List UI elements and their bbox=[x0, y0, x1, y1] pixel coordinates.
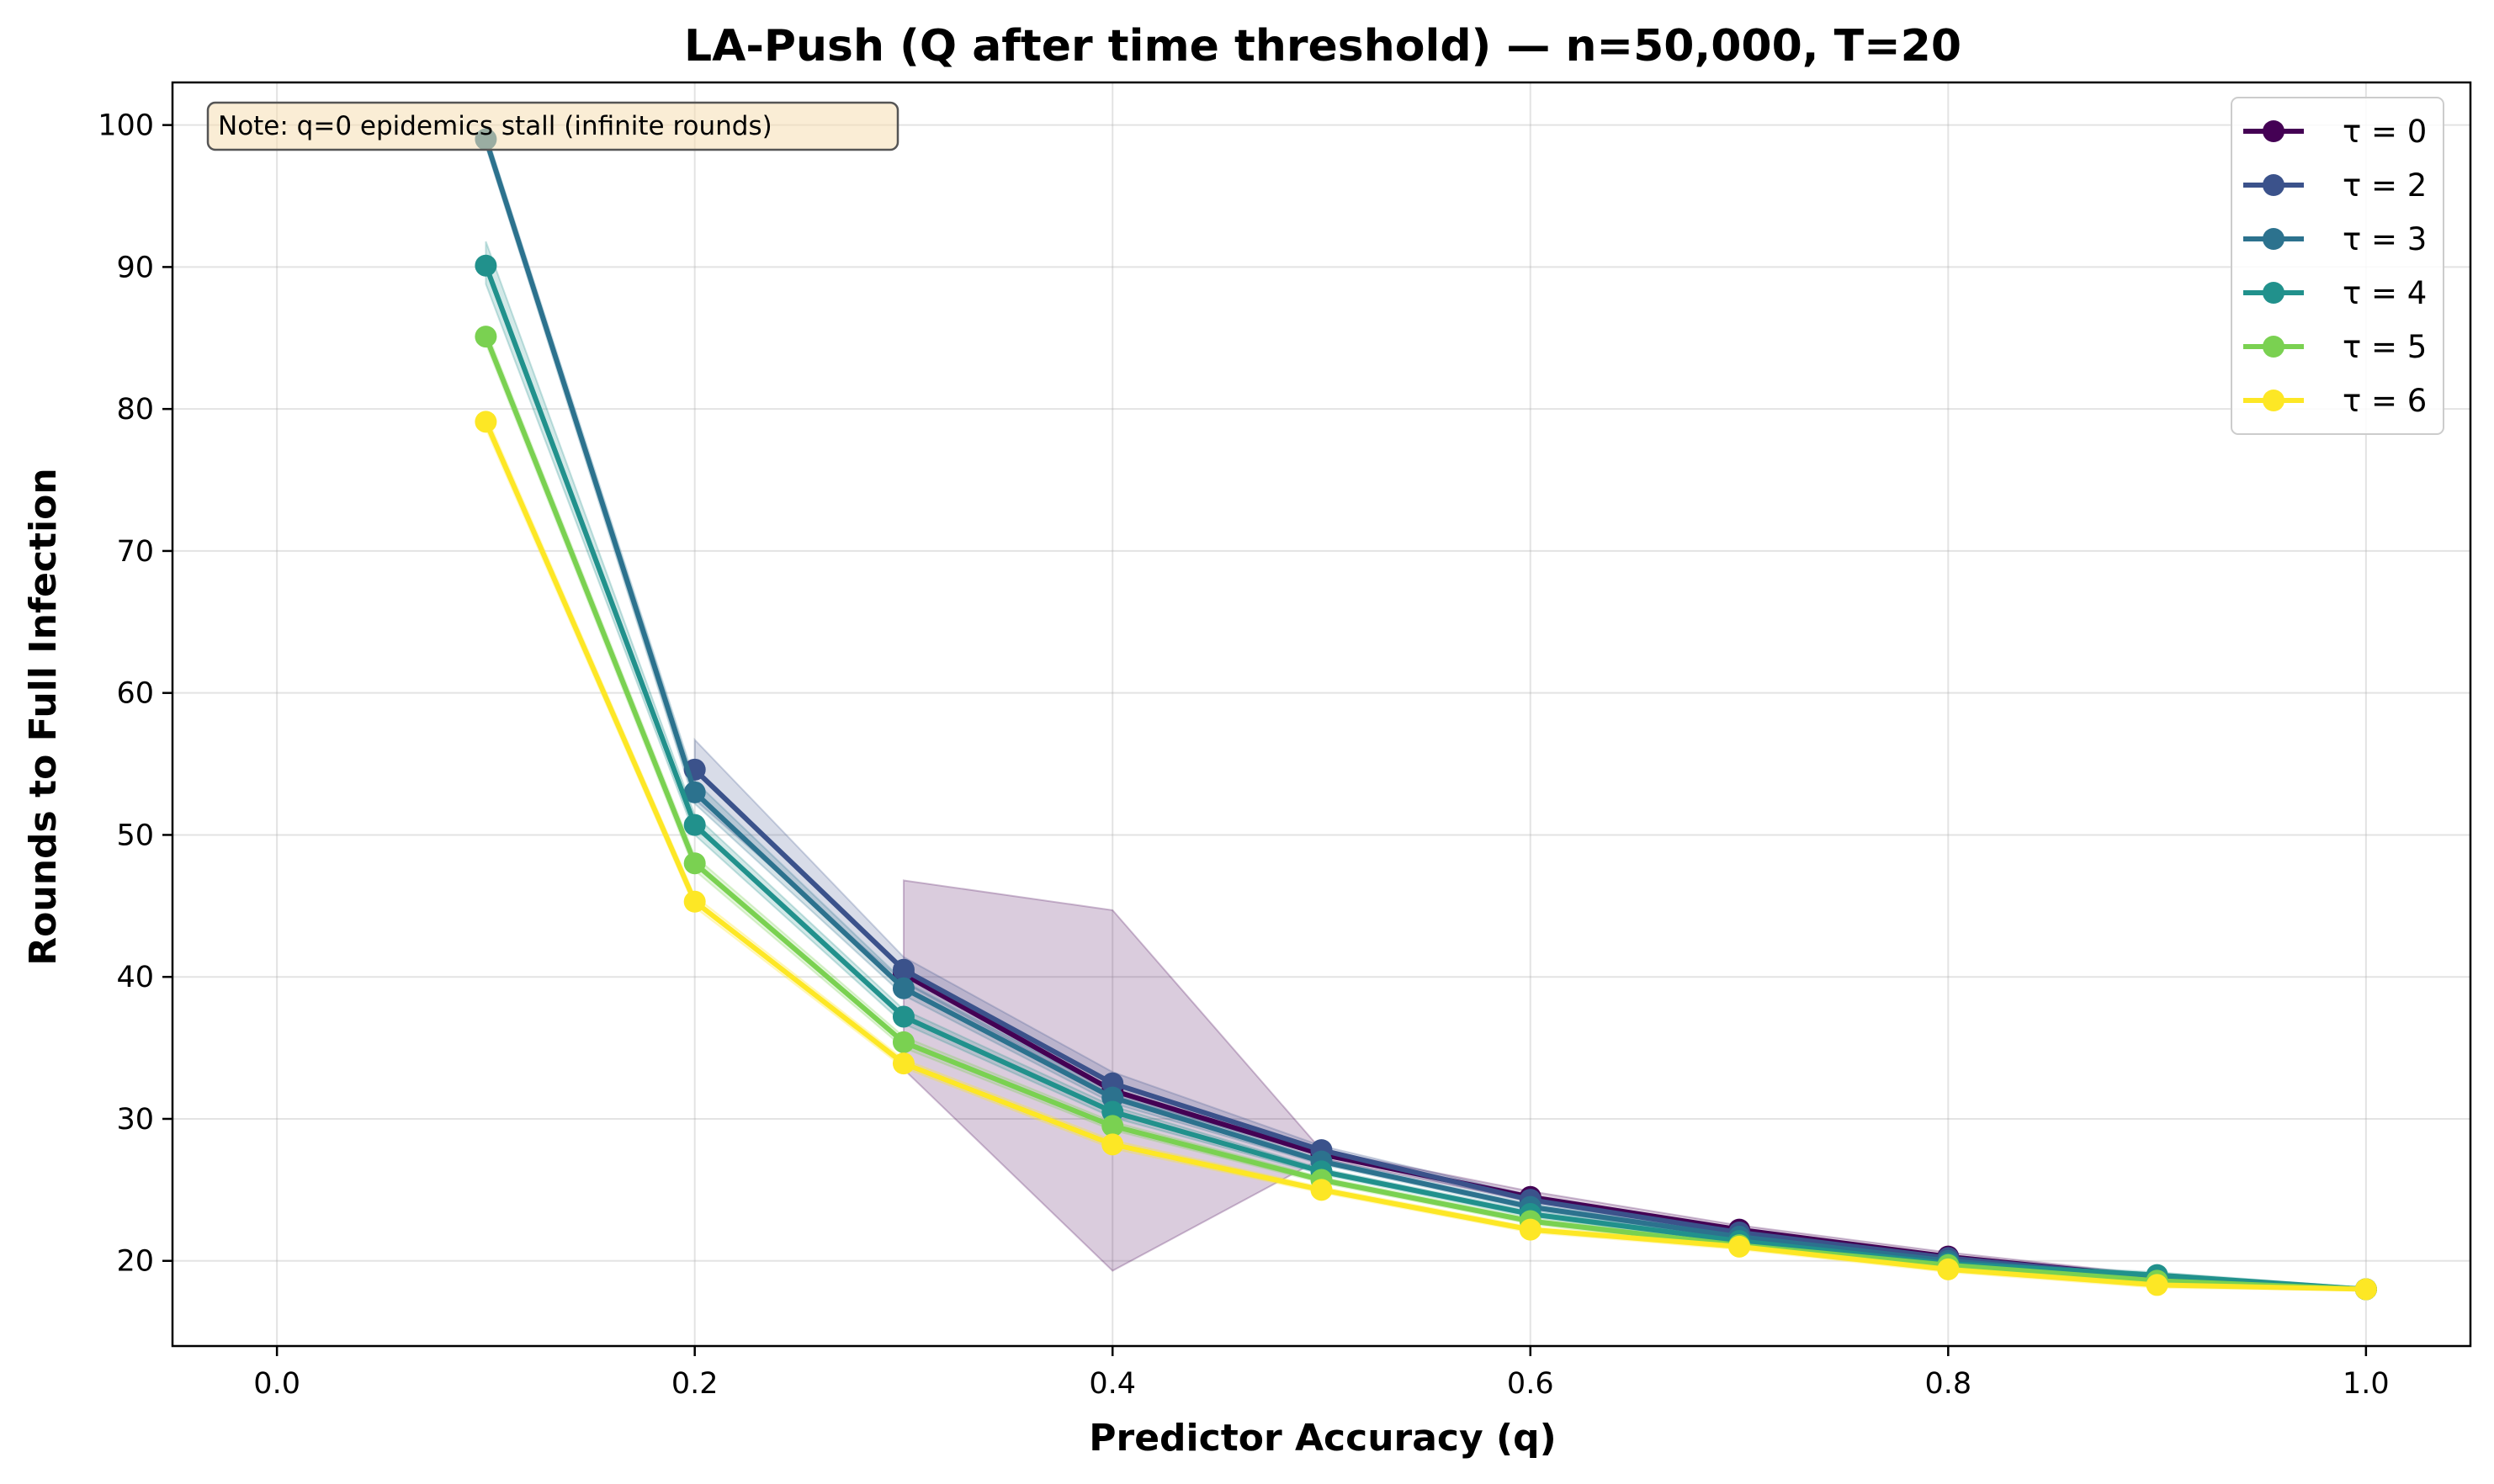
legend-label: τ = 0 bbox=[2343, 114, 2427, 150]
data-point bbox=[892, 1005, 915, 1028]
data-point bbox=[892, 977, 915, 999]
y-tick-label: 80 bbox=[116, 393, 154, 427]
y-tick-label: 100 bbox=[98, 109, 154, 143]
y-tick-label: 30 bbox=[116, 1103, 154, 1137]
y-tick-label: 70 bbox=[116, 535, 154, 569]
y-tick-label: 90 bbox=[116, 251, 154, 284]
plot-frame bbox=[171, 81, 2472, 1348]
x-tick-label: 1.0 bbox=[2343, 1367, 2390, 1401]
series-line bbox=[483, 264, 2367, 1292]
legend-item: τ = 4 bbox=[2243, 275, 2427, 311]
data-point bbox=[475, 254, 497, 277]
legend-swatch-marker bbox=[2263, 228, 2284, 250]
data-point bbox=[475, 326, 497, 348]
data-point bbox=[1937, 1258, 1960, 1280]
legend-swatch-marker bbox=[2263, 282, 2284, 304]
data-point bbox=[2354, 1278, 2377, 1301]
legend-swatch-marker bbox=[2263, 120, 2284, 142]
legend-item: τ = 5 bbox=[2243, 329, 2427, 365]
legend-label: τ = 4 bbox=[2343, 275, 2427, 311]
data-point bbox=[2146, 1274, 2168, 1296]
series-line bbox=[483, 335, 2366, 1292]
y-axis-label: Rounds to Full Infection bbox=[22, 468, 65, 965]
x-tick-label: 0.0 bbox=[253, 1367, 300, 1401]
legend-label: τ = 3 bbox=[2343, 221, 2427, 257]
y-tick-label: 20 bbox=[116, 1245, 154, 1279]
note-text: Note: q=0 epidemics stall (infinite roun… bbox=[218, 111, 772, 141]
data-point bbox=[892, 1031, 915, 1053]
data-point bbox=[683, 781, 706, 803]
data-point bbox=[1101, 1115, 1124, 1137]
legend-item: τ = 2 bbox=[2243, 167, 2427, 204]
legend-label: τ = 2 bbox=[2343, 167, 2427, 204]
legend-swatch-marker bbox=[2263, 336, 2284, 358]
series-line bbox=[483, 421, 2366, 1292]
legend: τ = 0 τ = 2 τ = 3 τ = 4 τ = 5 τ = 6 bbox=[2231, 97, 2444, 435]
data-point bbox=[892, 1052, 915, 1075]
x-axis-label: Predictor Accuracy (q) bbox=[1089, 1417, 1556, 1460]
data-point bbox=[1101, 1133, 1124, 1156]
data-point bbox=[892, 958, 915, 981]
plot-area: 0.0 0.2 0.4 0.6 0.8 1.0 20 30 40 50 60 70 80 90 100 Not… bbox=[98, 81, 2472, 1401]
data-point bbox=[1519, 1218, 1542, 1241]
data-point bbox=[1728, 1235, 1751, 1258]
note-box bbox=[206, 101, 899, 151]
legend-label: τ = 6 bbox=[2343, 383, 2427, 419]
note-annotation: Note: q=0 epidemics stall (infinite roun… bbox=[206, 101, 899, 151]
data-point bbox=[475, 411, 497, 433]
legend-item: τ = 6 bbox=[2243, 383, 2427, 419]
legend-box bbox=[2231, 97, 2444, 435]
y-tick-label: 50 bbox=[116, 819, 154, 852]
y-tick-label: 40 bbox=[116, 961, 154, 994]
legend-item: τ = 3 bbox=[2243, 221, 2427, 257]
x-tick-label: 0.8 bbox=[1924, 1367, 1971, 1401]
data-point bbox=[683, 890, 706, 913]
x-tick-label: 0.2 bbox=[671, 1367, 719, 1401]
y-tick-label: 60 bbox=[116, 677, 154, 711]
data-point bbox=[1310, 1179, 1333, 1201]
legend-label: τ = 5 bbox=[2343, 329, 2427, 365]
x-tick-label: 0.6 bbox=[1507, 1367, 1554, 1401]
legend-item: τ = 0 bbox=[2243, 114, 2427, 150]
data-point bbox=[683, 814, 706, 836]
legend-swatch-marker bbox=[2263, 174, 2284, 196]
legend-swatch-marker bbox=[2263, 390, 2284, 411]
x-tick-label: 0.4 bbox=[1089, 1367, 1136, 1401]
data-point bbox=[683, 852, 706, 875]
chart-title: LA-Push (Q after time threshold) — n=50,… bbox=[684, 21, 1961, 72]
